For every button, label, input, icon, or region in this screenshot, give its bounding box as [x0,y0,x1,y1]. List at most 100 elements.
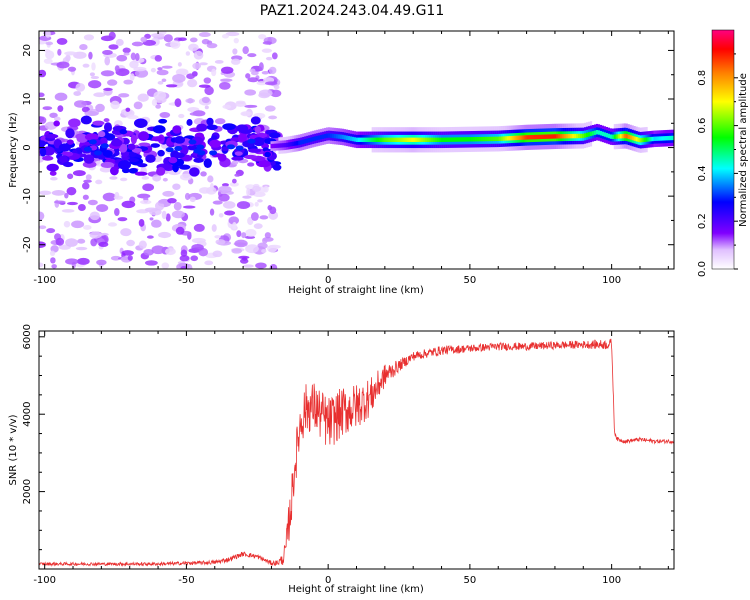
noise-blob [151,98,158,107]
noise-blob [222,104,232,109]
ridge-cell [331,133,335,139]
band-blob [254,125,261,134]
ridge-cell [409,137,412,142]
ridge-cell [587,132,591,137]
noise-blob [156,69,169,76]
noise-blob [114,65,120,73]
ridge-cell [329,133,333,138]
ridge-cell [534,134,537,140]
noise-blob [51,189,66,196]
noise-blob [61,209,75,213]
ridge-cell [667,135,670,141]
snr-ylabel: SNR (10 * v/v) [8,414,19,485]
ridge-cell [306,138,309,143]
noise-blob [218,193,230,202]
noise-blob [151,245,165,255]
noise-blob [268,66,277,75]
noise-blob [261,249,267,253]
noise-blob [171,210,185,219]
noise-blob [215,239,226,245]
noise-blob [88,80,102,89]
noise-blob [91,62,96,71]
noise-blob [180,266,188,269]
ridge-cell [437,137,440,142]
ridge-cell [582,133,585,139]
noise-blob [187,79,198,88]
ridge-cell [272,143,275,149]
ridge-cell [625,133,628,139]
noise-blob [245,244,259,254]
noise-blob [75,246,88,251]
band-blob [62,151,74,157]
noise-blob [129,60,139,69]
noise-blob [192,62,202,70]
noise-blob [153,91,167,100]
noise-blob [54,116,61,121]
ridge-cell [343,135,347,140]
ridge-cell [482,136,485,142]
noise-blob [185,98,196,104]
band-blob [217,153,227,162]
ridge-cell [647,137,650,142]
noise-blob [108,44,119,50]
noise-blob [89,231,102,239]
ridge-cell [548,134,551,139]
ridge-cell [659,136,662,141]
noise-blob [42,106,53,111]
spectrogram-ylabel: Frequency (Hz) [8,112,19,188]
noise-blob [258,89,273,97]
noise-blob [221,183,229,187]
noise-blob [261,70,269,75]
ridge-cell [270,143,273,149]
colorbar-tick-label: 0.6 [697,118,708,134]
ridge-cell [355,137,358,142]
ridge-cell [393,137,396,142]
noise-blob [175,226,185,235]
x-tick-label: 100 [602,275,621,286]
ridge-cell [476,136,480,142]
noise-blob [53,200,66,204]
ridge-cell [464,137,468,142]
noise-blob [175,68,189,76]
noise-blob [65,258,79,265]
band-blob [269,132,281,139]
ridge-cell [447,137,450,142]
ridge-cell [486,136,489,142]
band-blob [49,170,57,176]
x-tick-label: -100 [33,575,56,586]
ridge-cell [609,134,612,139]
noise-blob [138,219,145,227]
noise-blob [129,73,135,81]
x-tick-label: 50 [464,275,477,286]
ridge-cell [429,137,432,142]
noise-blob [39,116,47,125]
ridge-cell [371,137,374,142]
noise-blob [121,250,134,256]
band-blob [244,154,258,160]
noise-blob [204,86,214,96]
x-tick-label: -100 [33,275,56,286]
noise-blob [133,66,147,72]
noise-blob [88,51,93,60]
noise-blob [179,173,193,181]
ridge-cell [439,137,442,142]
ridge-cell [512,135,515,141]
ridge-cell [391,137,394,142]
ridge-cell [320,134,323,140]
noise-blob [51,264,57,269]
ridge-cell [472,137,476,142]
ridge-cell [333,133,337,139]
ridge-cell [421,137,424,142]
x-tick-label: 0 [325,275,331,286]
ridge-cell [345,135,349,141]
noise-blob [103,87,113,91]
band-blob [58,143,71,152]
ridge-cell [550,134,553,139]
ridge-cell [294,141,297,146]
noise-blob [245,73,251,79]
noise-blob [178,37,187,42]
noise-blob [46,228,56,234]
noise-blob [158,200,166,204]
noise-blob [120,177,128,182]
ridge-cell [373,137,376,142]
